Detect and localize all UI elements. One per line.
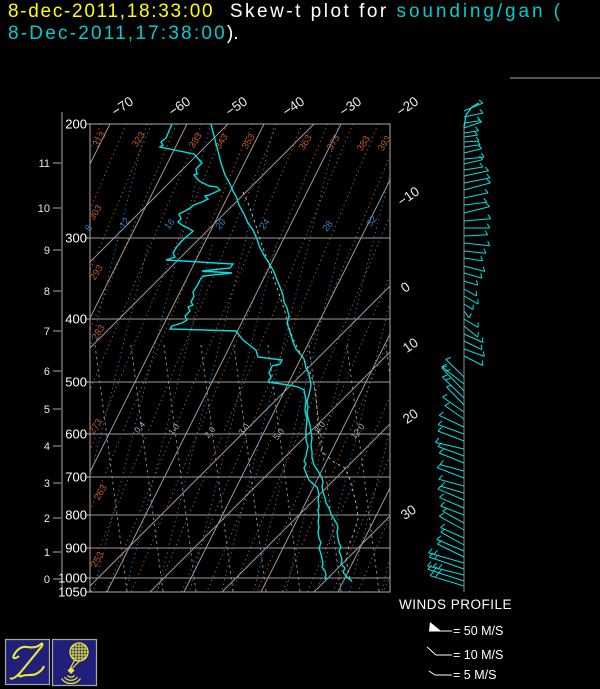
svg-text:3.0: 3.0: [236, 421, 251, 437]
svg-text:3: 3: [44, 478, 50, 490]
svg-text:28: 28: [320, 219, 335, 234]
svg-text:−20: −20: [394, 94, 421, 119]
svg-text:400: 400: [65, 312, 87, 327]
svg-text:353: 353: [240, 132, 258, 151]
svg-text:500: 500: [65, 375, 87, 390]
svg-text:8.0: 8.0: [312, 419, 327, 435]
svg-text:8: 8: [83, 223, 95, 234]
svg-text:7: 7: [44, 326, 50, 338]
svg-text:900: 900: [65, 541, 87, 556]
svg-text:24: 24: [257, 217, 272, 232]
svg-text:263: 263: [92, 483, 110, 502]
svg-text:1000: 1000: [58, 571, 87, 586]
svg-text:16: 16: [162, 217, 177, 232]
svg-text:5.0: 5.0: [271, 426, 286, 442]
svg-text:WINDS PROFILE: WINDS PROFILE: [399, 597, 512, 612]
svg-text:1: 1: [44, 547, 50, 559]
svg-text:373: 373: [325, 133, 343, 152]
svg-text:700: 700: [65, 470, 87, 485]
svg-text:6: 6: [44, 366, 50, 378]
svg-text:9: 9: [44, 245, 50, 257]
svg-text:0: 0: [44, 574, 50, 586]
svg-text:−60: −60: [166, 94, 193, 119]
svg-text:= 10 M/S: = 10 M/S: [453, 648, 503, 662]
svg-text:5: 5: [44, 404, 50, 416]
svg-text:253: 253: [89, 550, 107, 569]
svg-text:1.0: 1.0: [166, 421, 181, 437]
svg-text:4: 4: [44, 441, 50, 453]
svg-text:12: 12: [117, 216, 132, 231]
svg-text:800: 800: [65, 508, 87, 523]
svg-text:300: 300: [65, 231, 87, 246]
svg-text:20: 20: [400, 406, 421, 427]
svg-text:= 5 M/S: = 5 M/S: [453, 668, 496, 682]
svg-text:0: 0: [398, 279, 413, 296]
svg-text:363: 363: [297, 133, 315, 152]
svg-text:283: 283: [90, 323, 108, 342]
svg-text:393: 393: [376, 134, 394, 153]
svg-text:20: 20: [213, 217, 228, 232]
svg-text:−10: −10: [395, 184, 422, 209]
svg-text:333: 333: [187, 131, 205, 150]
svg-text:200: 200: [65, 117, 87, 132]
svg-text:10: 10: [400, 335, 421, 356]
svg-text:293: 293: [88, 263, 106, 282]
svg-text:2: 2: [44, 513, 50, 525]
svg-text:−40: −40: [280, 94, 307, 119]
svg-text:−70: −70: [109, 94, 136, 119]
svg-text:−30: −30: [337, 94, 364, 119]
svg-text:30: 30: [398, 502, 419, 523]
svg-text:10: 10: [38, 203, 50, 215]
svg-text:1050: 1050: [58, 585, 87, 600]
svg-text:600: 600: [65, 427, 87, 442]
svg-text:12.0: 12.0: [349, 421, 367, 440]
svg-text:−50: −50: [223, 94, 250, 119]
svg-text:383: 383: [355, 134, 373, 153]
svg-text:2.0: 2.0: [202, 424, 217, 440]
svg-text:= 50 M/S: = 50 M/S: [453, 624, 503, 638]
svg-text:0.4: 0.4: [132, 419, 147, 435]
svg-text:323: 323: [130, 130, 148, 149]
svg-text:8: 8: [44, 286, 50, 298]
svg-text:11: 11: [39, 158, 50, 170]
